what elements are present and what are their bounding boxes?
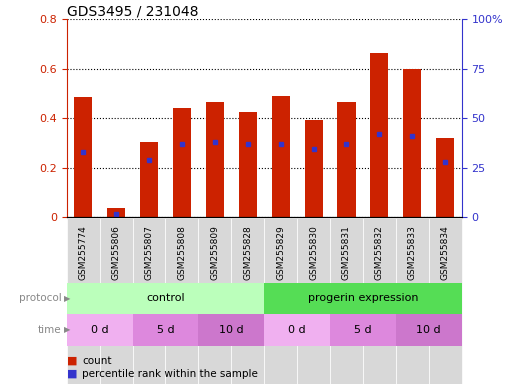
Text: 5 d: 5 d (354, 325, 372, 335)
FancyBboxPatch shape (396, 218, 429, 384)
FancyBboxPatch shape (100, 218, 132, 384)
FancyBboxPatch shape (264, 218, 297, 384)
Bar (403, 69, 421, 217)
Text: time: time (38, 325, 62, 335)
Text: ▶: ▶ (64, 294, 71, 303)
Text: 0 d: 0 d (288, 325, 306, 335)
Bar (107, 208, 125, 217)
FancyBboxPatch shape (330, 218, 363, 384)
Text: ■: ■ (67, 356, 77, 366)
FancyBboxPatch shape (199, 218, 231, 384)
Text: GDS3495 / 231048: GDS3495 / 231048 (67, 4, 198, 18)
Bar (140, 142, 158, 217)
Bar (370, 53, 388, 217)
Text: protocol: protocol (19, 293, 62, 303)
Bar (67, 283, 264, 314)
Bar (173, 108, 191, 217)
Bar (264, 283, 462, 314)
FancyBboxPatch shape (165, 218, 199, 384)
Bar (74, 97, 92, 217)
Text: count: count (82, 356, 112, 366)
Text: progerin expression: progerin expression (308, 293, 418, 303)
Text: control: control (146, 293, 185, 303)
Text: ▶: ▶ (64, 325, 71, 334)
Text: 10 d: 10 d (219, 325, 244, 335)
FancyBboxPatch shape (429, 218, 462, 384)
Bar (132, 314, 199, 346)
Text: percentile rank within the sample: percentile rank within the sample (82, 369, 258, 379)
Text: 10 d: 10 d (417, 325, 441, 335)
Bar (67, 314, 132, 346)
FancyBboxPatch shape (231, 218, 264, 384)
Text: 0 d: 0 d (91, 325, 108, 335)
Bar (264, 314, 330, 346)
Bar (199, 314, 264, 346)
Bar (436, 138, 455, 217)
Bar (239, 112, 257, 217)
FancyBboxPatch shape (363, 218, 396, 384)
FancyBboxPatch shape (67, 218, 100, 384)
FancyBboxPatch shape (132, 218, 165, 384)
Bar (305, 119, 323, 217)
Bar (206, 102, 224, 217)
Bar (338, 102, 356, 217)
Bar (330, 314, 396, 346)
Bar (396, 314, 462, 346)
Bar (271, 96, 290, 217)
Text: ■: ■ (67, 369, 77, 379)
Text: 5 d: 5 d (156, 325, 174, 335)
FancyBboxPatch shape (297, 218, 330, 384)
